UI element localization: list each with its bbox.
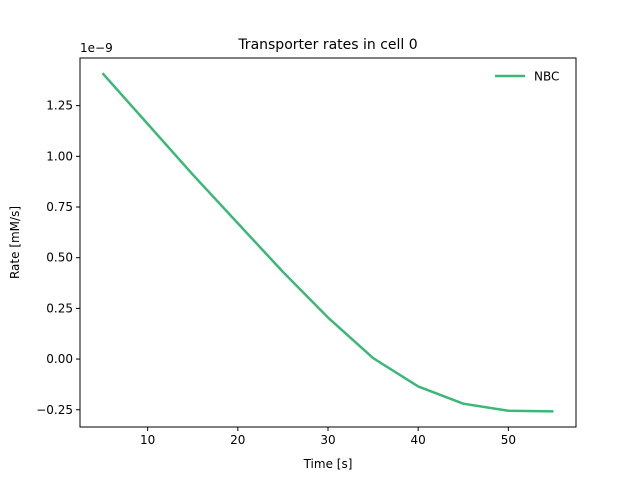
x-tick-label: 40 (411, 433, 426, 447)
y-axis-label: Rate [mM/s] (8, 206, 22, 279)
y-offset-label: 1e−9 (80, 41, 113, 55)
x-tick-label: 10 (140, 433, 155, 447)
x-tick-label: 30 (320, 433, 335, 447)
x-axis-label: Time [s] (303, 457, 353, 471)
x-tick-label: 20 (230, 433, 245, 447)
x-tick-label: 50 (501, 433, 516, 447)
y-tick-label: 0.00 (46, 352, 73, 366)
y-tick-label: 0.25 (46, 301, 73, 315)
y-tick-label: 0.75 (46, 200, 73, 214)
y-tick-label: −0.25 (36, 403, 73, 417)
chart-title: Transporter rates in cell 0 (237, 37, 417, 53)
y-tick-label: 0.50 (46, 251, 73, 265)
y-tick-label: 1.25 (46, 99, 73, 113)
legend-label-nbc: NBC (534, 70, 559, 84)
y-tick-label: 1.00 (46, 149, 73, 163)
